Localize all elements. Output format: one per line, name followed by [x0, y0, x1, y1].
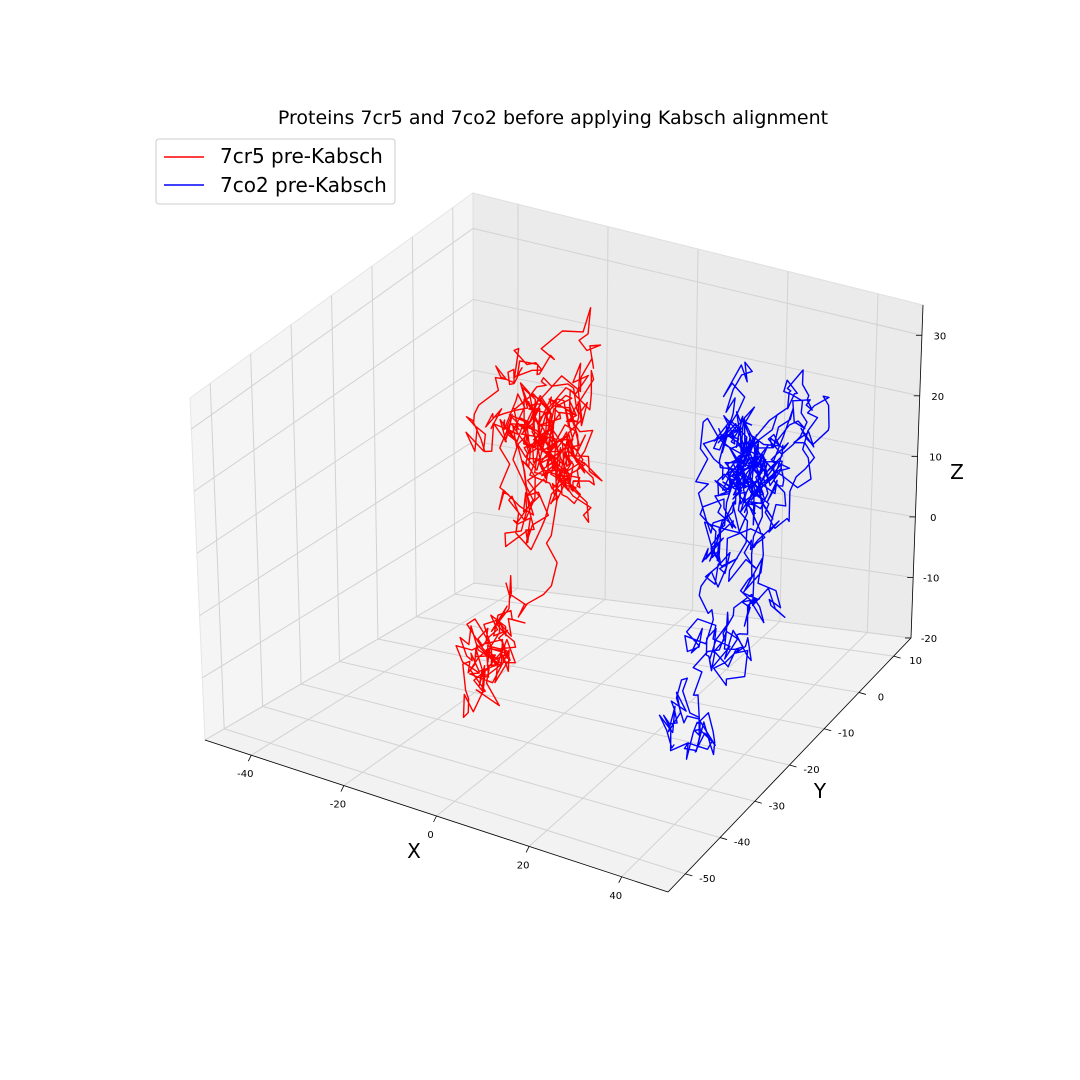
x-tick-mark — [433, 815, 437, 823]
series-line-7co2 — [658, 361, 830, 760]
y-tick-label: -20 — [803, 765, 819, 776]
y-tick-mark — [824, 728, 832, 732]
z-tick-label: 30 — [934, 331, 947, 342]
y-tick-label: -30 — [769, 801, 785, 812]
series-line-7cr5 — [455, 307, 603, 719]
x-tick-mark — [247, 755, 252, 762]
y-tick-label: 10 — [909, 656, 922, 667]
x-tick-label: -40 — [237, 769, 253, 780]
y-tick-mark — [754, 800, 762, 804]
gridline-z — [196, 369, 918, 554]
y-tick-label: -40 — [734, 838, 750, 849]
y-tick-label: -50 — [699, 874, 715, 885]
chart-title: Proteins 7cr5 and 7co2 before applying K… — [278, 107, 828, 129]
gridline-z — [202, 511, 914, 679]
y-tick-mark — [858, 692, 867, 695]
z-tick-label: -20 — [921, 634, 937, 645]
series-group — [455, 307, 830, 760]
y-tick-mark — [789, 764, 797, 768]
legend-box — [155, 138, 396, 205]
legend: 7cr5 pre-Kabsch 7co2 pre-Kabsch — [155, 138, 396, 205]
y-tick-mark — [893, 655, 901, 659]
legend-label-7cr5: 7cr5 pre-Kabsch — [220, 144, 383, 168]
gridline-z — [191, 227, 923, 430]
x-tick-mark — [525, 846, 530, 853]
tick-labels: -40 -20 0 20 40 -50 -40 -30 -20 -10 0 10 -20 -10 0 10 20… — [237, 331, 946, 902]
y-axis-label: Y — [813, 779, 827, 803]
x-tick-mark — [618, 876, 623, 883]
legend-label-7co2: 7co2 pre-Kabsch — [220, 173, 387, 197]
z-tick-label: 20 — [931, 392, 944, 403]
z-axis-line — [910, 304, 924, 639]
z-tick-label: -10 — [923, 573, 939, 584]
x-tick-mark — [340, 785, 345, 792]
y-tick-label: 0 — [878, 692, 884, 703]
x-tick-label: 0 — [427, 830, 433, 841]
z-axis-label: Z — [950, 460, 964, 484]
x-tick-label: 20 — [517, 860, 530, 871]
x-tick-label: -20 — [330, 800, 346, 811]
y-tick-label: -10 — [838, 729, 854, 740]
y-tick-mark — [719, 837, 728, 840]
z-tick-label: 0 — [930, 513, 936, 524]
z-tick-label: 10 — [929, 452, 942, 463]
gridline-z — [204, 582, 912, 741]
y-tick-mark — [685, 873, 693, 877]
gridline-z — [193, 298, 920, 492]
x-axis-label: X — [407, 839, 421, 863]
x-tick-label: 40 — [609, 891, 622, 902]
